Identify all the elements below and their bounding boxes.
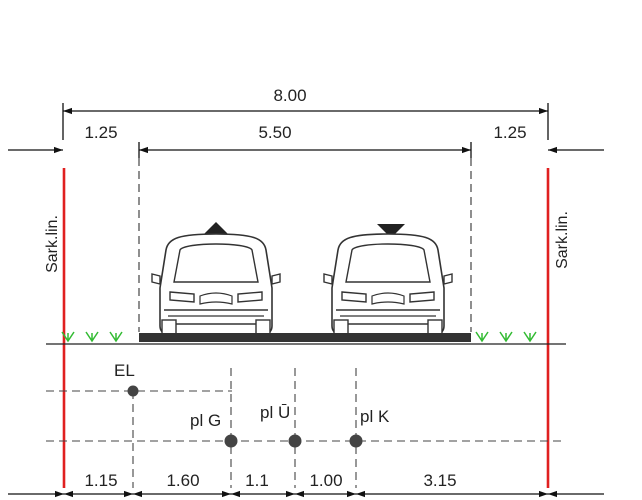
utility-g-marker bbox=[224, 434, 238, 448]
carriageway-width: 5.50 bbox=[258, 123, 291, 142]
utility-u-label: pl Ū bbox=[260, 403, 290, 422]
utility-el-marker bbox=[127, 385, 139, 397]
offset-4: 1.00 bbox=[309, 471, 342, 490]
car-front-icon bbox=[323, 233, 453, 335]
total-dimension: 8.00 bbox=[62, 86, 549, 140]
utility-u-marker bbox=[288, 434, 302, 448]
right-shoulder-width: 1.25 bbox=[493, 123, 526, 142]
utility-k-label: pl K bbox=[360, 407, 390, 426]
offset-5: 3.15 bbox=[423, 471, 456, 490]
grass-left bbox=[61, 331, 123, 343]
boundary-label-right: Sark.lin. bbox=[554, 211, 571, 269]
offset-1: 1.15 bbox=[84, 471, 117, 490]
utility-guides bbox=[46, 368, 566, 488]
utility-offset-dimensions: 1.15 1.60 1.1 1.00 3.15 bbox=[8, 471, 604, 498]
triangle-down-icon bbox=[377, 224, 405, 238]
road-surface bbox=[139, 333, 471, 342]
segment-dimensions: 1.25 5.50 1.25 bbox=[8, 123, 604, 158]
offset-2: 1.60 bbox=[166, 471, 199, 490]
utility-el-label: EL bbox=[114, 361, 135, 380]
grass-right bbox=[475, 331, 537, 343]
triangle-up-icon bbox=[202, 222, 230, 236]
offset-3: 1.1 bbox=[245, 471, 269, 490]
boundary-label-left: Sark.lin. bbox=[44, 215, 61, 273]
total-width-label: 8.00 bbox=[273, 86, 306, 105]
left-shoulder-width: 1.25 bbox=[84, 123, 117, 142]
utility-k-marker bbox=[349, 434, 363, 448]
utility-g-label: pl G bbox=[190, 411, 221, 430]
car-front-icon bbox=[151, 233, 281, 335]
